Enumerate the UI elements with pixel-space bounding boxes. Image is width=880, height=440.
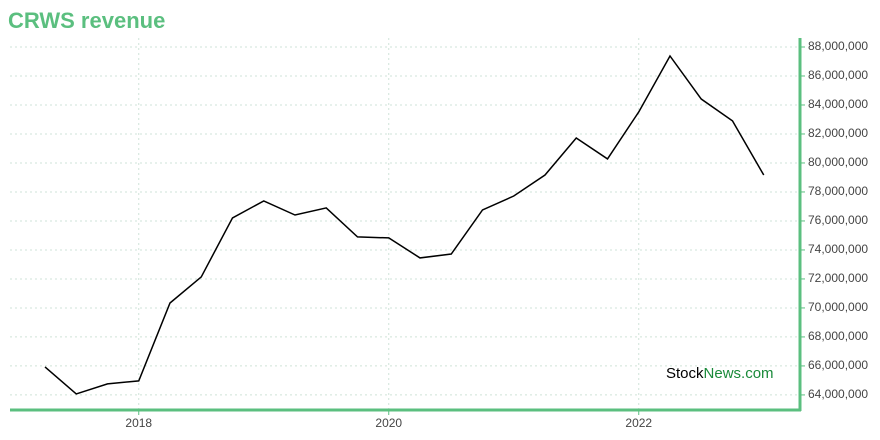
y-tick-label: 80,000,000 [808, 155, 868, 169]
watermark: StockNews.com [666, 365, 774, 382]
y-tick-label: 82,000,000 [808, 126, 868, 140]
y-tick-label: 70,000,000 [808, 300, 868, 314]
chart-title: CRWS revenue [8, 8, 165, 33]
y-tick-label: 86,000,000 [808, 68, 868, 82]
y-tick-label: 78,000,000 [808, 184, 868, 198]
watermark-news: News.com [704, 365, 774, 382]
y-tick-label: 84,000,000 [808, 97, 868, 111]
line [44, 54, 765, 395]
y-tick-label: 76,000,000 [808, 213, 868, 227]
y-tick-label: 68,000,000 [808, 329, 868, 343]
y-tick-label: 74,000,000 [808, 242, 868, 256]
y-tick-label: 72,000,000 [808, 271, 868, 285]
watermark-stock: Stock [666, 365, 704, 382]
x-tick-label: 2018 [125, 416, 152, 430]
y-tick-label: 66,000,000 [808, 358, 868, 372]
y-tick-label: 64,000,000 [808, 387, 868, 401]
x-tick-label: 2022 [625, 416, 652, 430]
x-tick-label: 2020 [375, 416, 402, 430]
y-tick-label: 88,000,000 [808, 39, 868, 53]
